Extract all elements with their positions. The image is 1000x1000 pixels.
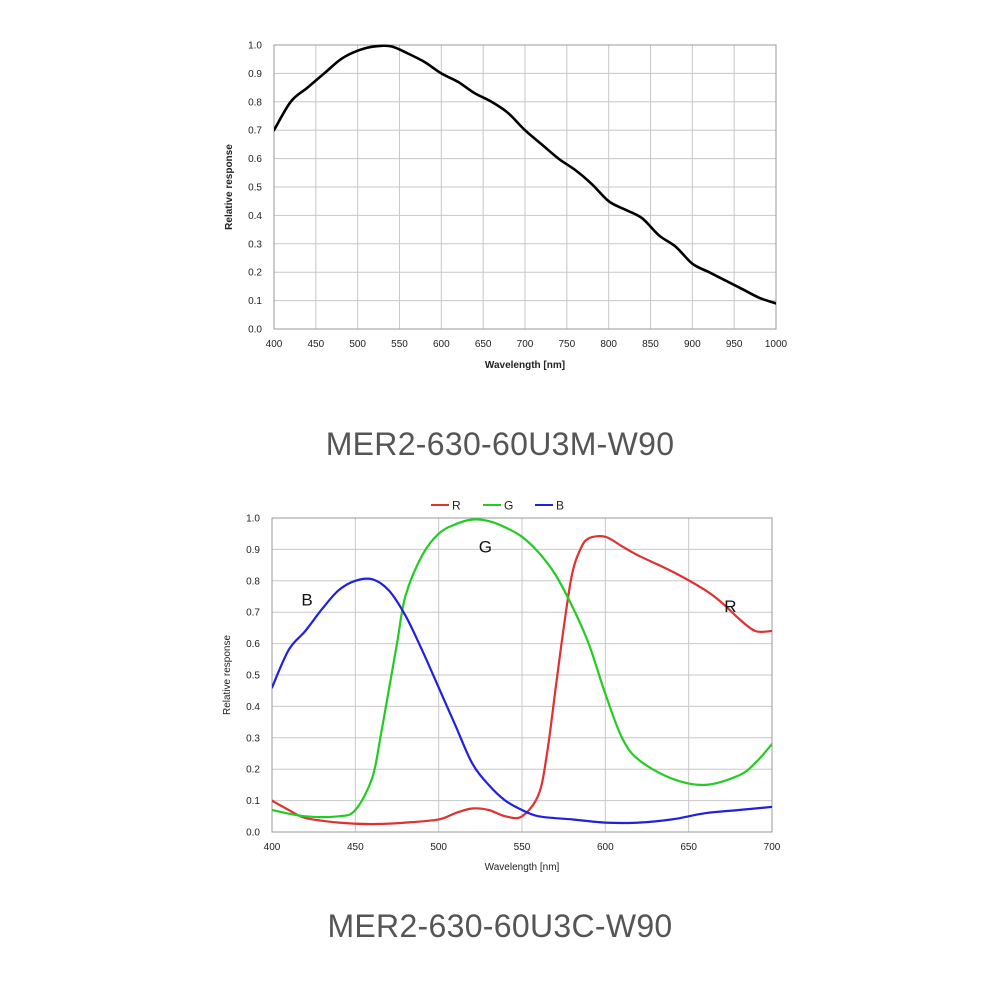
- y-tick-label: 0.3: [248, 239, 262, 250]
- x-tick-label: 400: [264, 842, 281, 853]
- y-tick-label: 0.2: [248, 268, 262, 279]
- chart-color-spectral-response: 400 450 500 550 600 650 700 0.0 0.1 0.2 0.3 0.4 0.5 0…: [222, 499, 781, 874]
- y-tick-label: 0.1: [246, 796, 260, 807]
- x-tick-label: 800: [600, 339, 617, 350]
- tick-labels: 400 450 500 550 600 650 700 750 800 850 900 950 1000…: [248, 41, 787, 351]
- series-g-line: [272, 518, 772, 819]
- x-axis-title: Wavelength [nm]: [485, 862, 560, 873]
- y-tick-label: 1.0: [248, 41, 262, 52]
- y-tick-label: 0.6: [246, 639, 260, 650]
- y-tick-label: 0.0: [248, 325, 262, 336]
- y-tick-label: 0.5: [246, 671, 260, 682]
- x-tick-label: 550: [514, 842, 531, 853]
- x-tick-label: 450: [307, 339, 324, 350]
- chart-mono-spectral-response: 400 450 500 550 600 650 700 750 800 850 900 950 1000…: [224, 41, 788, 372]
- x-tick-label: 500: [349, 339, 366, 350]
- caption-bottom-model: MER2-630-60U3C-W90: [327, 908, 673, 944]
- legend-label-r: R: [452, 499, 461, 513]
- series-line: [274, 44, 776, 305]
- y-tick-label: 1.0: [246, 514, 260, 525]
- legend-label-b: B: [556, 499, 564, 513]
- x-tick-label: 950: [726, 339, 743, 350]
- y-tick-label: 0.4: [248, 211, 262, 222]
- series-r-line: [272, 535, 772, 826]
- x-tick-label: 850: [642, 339, 659, 350]
- x-tick-label: 650: [475, 339, 492, 350]
- y-tick-label: 0.8: [246, 576, 260, 587]
- caption-top-model: MER2-630-60U3M-W90: [325, 426, 675, 462]
- x-tick-label: 400: [266, 339, 283, 350]
- x-tick-label: 600: [433, 339, 450, 350]
- annotation-label-g: G: [479, 537, 492, 556]
- y-axis-title: Relative response: [222, 635, 233, 715]
- y-tick-label: 0.7: [248, 126, 262, 137]
- x-axis-title: Wavelength [nm]: [485, 360, 565, 371]
- legend-label-g: G: [504, 499, 513, 513]
- x-tick-label: 750: [558, 339, 575, 350]
- y-tick-label: 0.9: [248, 69, 262, 80]
- y-tick-label: 0.5: [248, 183, 262, 194]
- series-b-line: [272, 577, 772, 825]
- plot-frame: [271, 517, 773, 833]
- y-tick-label: 0.6: [248, 154, 262, 165]
- tick-labels: 400 450 500 550 600 650 700 0.0 0.1 0.2 0.3 0.4 0.5 0…: [246, 514, 781, 854]
- y-axis-title: Relative response: [224, 144, 235, 230]
- annotation-label-b: B: [301, 591, 312, 610]
- annotation-label-r: R: [724, 597, 736, 616]
- x-tick-label: 700: [764, 842, 781, 853]
- y-tick-label: 0.4: [246, 702, 260, 713]
- y-tick-label: 0.0: [246, 828, 260, 839]
- x-tick-label: 1000: [765, 339, 788, 350]
- y-tick-label: 0.8: [248, 97, 262, 108]
- y-tick-label: 0.3: [246, 733, 260, 744]
- y-tick-label: 0.2: [246, 765, 260, 776]
- x-tick-label: 650: [680, 842, 697, 853]
- x-tick-label: 500: [430, 842, 447, 853]
- plot-frame: [273, 44, 777, 330]
- x-tick-label: 600: [597, 842, 614, 853]
- x-tick-label: 550: [391, 339, 408, 350]
- x-tick-label: 900: [684, 339, 701, 350]
- x-tick-label: 700: [517, 339, 534, 350]
- y-tick-label: 0.7: [246, 608, 260, 619]
- x-tick-label: 450: [347, 842, 364, 853]
- y-tick-label: 0.1: [248, 296, 262, 307]
- y-tick-label: 0.9: [246, 545, 260, 556]
- gridlines: [273, 44, 777, 330]
